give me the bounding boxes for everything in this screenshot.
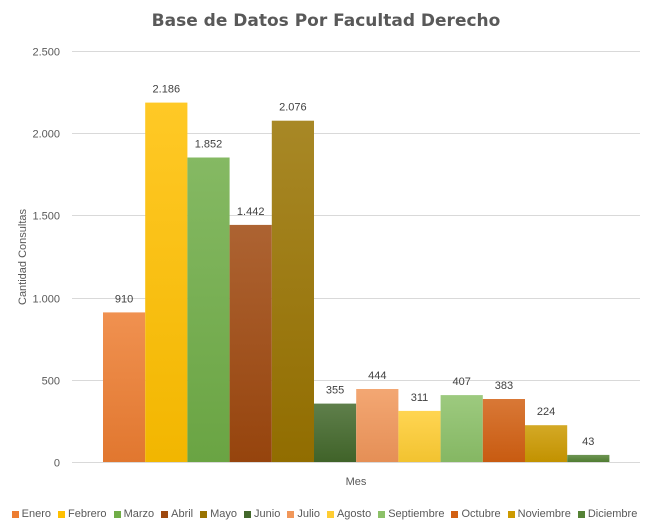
- legend-swatch: [577, 510, 585, 518]
- bar-agosto: [398, 410, 441, 462]
- data-label: 1.442: [237, 206, 265, 218]
- legend-label: Mayo: [210, 508, 238, 520]
- bar-septiembre: [440, 395, 483, 462]
- y-tick-label: 1.500: [32, 211, 60, 223]
- legend-swatch: [378, 510, 386, 518]
- y-axis-ticks: 0 500 1.000 1.500 2.000 2.500: [32, 47, 60, 470]
- y-tick-label: 0: [54, 458, 60, 470]
- bar-chart: Base de Datos Por Facultad Derecho 0 500 1…: [17, 11, 640, 488]
- legend-label: Noviembre: [517, 508, 571, 520]
- legend-label: Junio: [254, 508, 281, 520]
- data-label: 383: [495, 380, 513, 392]
- bar-julio: [356, 389, 399, 462]
- data-label: 355: [326, 385, 344, 397]
- legend-swatch: [200, 510, 208, 518]
- legend-label: Agosto: [336, 508, 372, 520]
- y-tick-label: 1.000: [32, 294, 60, 306]
- data-label: 444: [368, 370, 386, 382]
- bar-noviembre: [525, 425, 568, 462]
- legend-swatch: [113, 510, 121, 518]
- legend: Enero Febrero Marzo Abril Mayo Junio Julio Agos…: [0, 508, 649, 520]
- legend-label: Diciembre: [587, 508, 638, 520]
- data-label: 407: [453, 376, 471, 388]
- bar-marzo: [187, 157, 230, 462]
- legend-label: Marzo: [123, 508, 155, 520]
- legend-label: Febrero: [68, 508, 107, 520]
- y-tick-label: 500: [42, 376, 60, 388]
- y-tick-label: 2.000: [32, 129, 60, 141]
- legend-item: Agosto: [326, 508, 372, 520]
- legend-item: Marzo: [113, 508, 155, 520]
- legend-item: Enero: [11, 508, 52, 520]
- chart-title: Base de Datos Por Facultad Derecho: [152, 11, 501, 31]
- bar-febrero: [145, 102, 188, 462]
- legend-label: Abril: [171, 508, 194, 520]
- legend-item: Julio: [287, 508, 320, 520]
- bar-junio: [314, 403, 357, 462]
- legend-swatch: [326, 510, 334, 518]
- legend-swatch: [244, 510, 252, 518]
- legend-item: Abril: [161, 508, 193, 520]
- legend-swatch: [161, 510, 169, 518]
- data-label: 910: [115, 293, 133, 305]
- legend-label: Enero: [21, 508, 52, 520]
- data-label: 43: [582, 436, 594, 448]
- data-label: 2.186: [153, 84, 181, 96]
- legend-item: Junio: [244, 508, 280, 520]
- legend-swatch: [287, 510, 295, 518]
- legend-swatch: [58, 510, 66, 518]
- bar-mayo: [271, 120, 314, 462]
- legend-item: Diciembre: [577, 508, 638, 520]
- legend-item: Mayo: [200, 508, 237, 520]
- x-axis-label: Mes: [346, 476, 367, 488]
- bar-diciembre: [567, 454, 610, 462]
- bar-enero: [103, 312, 146, 462]
- y-tick-label: 2.500: [32, 47, 60, 59]
- bar-octubre: [482, 399, 525, 462]
- data-label: 224: [537, 406, 555, 418]
- legend-item: Septiembre: [378, 508, 444, 520]
- data-label: 1.852: [195, 139, 223, 151]
- data-labels: 910 2.186 1.852 1.442 2.076 355 444 311 407 383 22…: [115, 84, 595, 448]
- data-label: 2.076: [279, 102, 307, 114]
- legend-swatch: [507, 510, 515, 518]
- data-label: 311: [411, 392, 429, 404]
- legend-item: Febrero: [58, 508, 107, 520]
- bar-abril: [229, 224, 272, 462]
- legend-item: Octubre: [451, 508, 501, 520]
- legend-swatch: [11, 510, 19, 518]
- legend-item: Noviembre: [507, 508, 571, 520]
- legend-label: Septiembre: [388, 508, 445, 520]
- y-axis-label: Cantidad Consultas: [17, 209, 29, 306]
- legend-label: Julio: [297, 508, 320, 520]
- legend-swatch: [451, 510, 459, 518]
- bars: [103, 102, 610, 462]
- legend-label: Octubre: [461, 508, 501, 520]
